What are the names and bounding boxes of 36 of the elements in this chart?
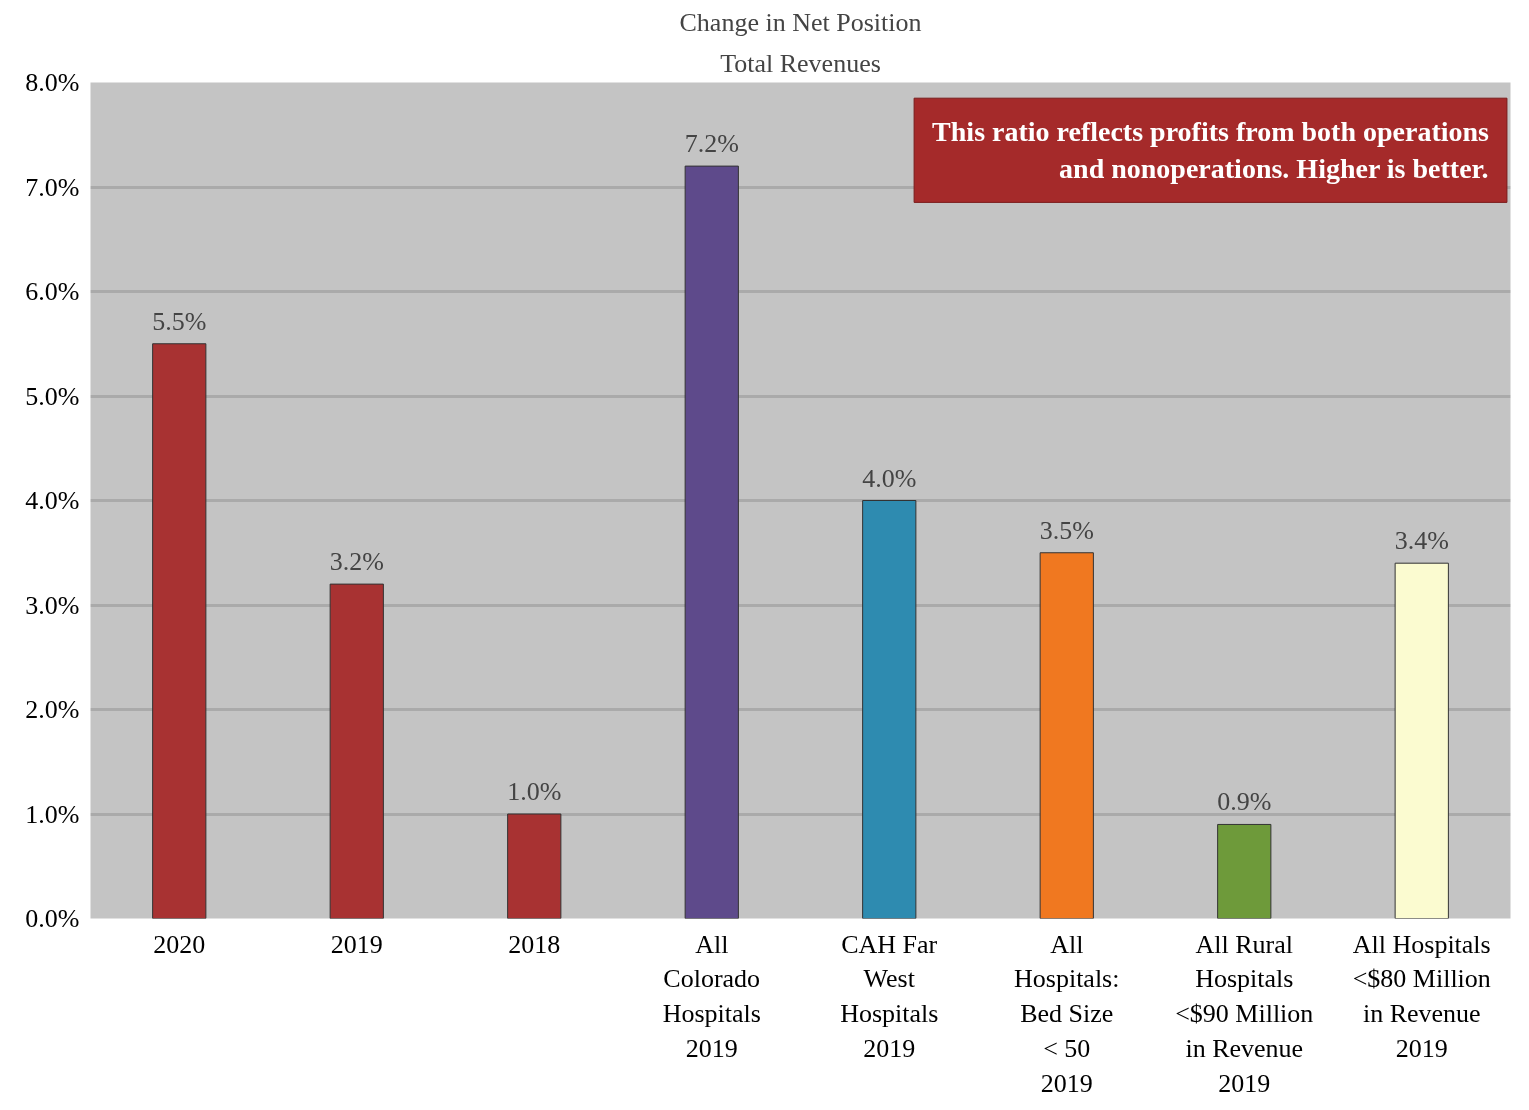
- data-label: 7.2%: [684, 129, 739, 159]
- x-tick-label: All Rural Hospitals <$90 Million in Revenue 2019: [1175, 929, 1314, 1098]
- data-label: 3.4%: [1394, 526, 1449, 556]
- y-tick-label: 4.0%: [25, 486, 80, 515]
- chart-subtitle: Total Revenues: [720, 48, 881, 78]
- bar: [1039, 552, 1094, 919]
- x-tick-label: 2018: [508, 929, 561, 959]
- annotation: This ratio reflects profits from both operations and nonoperations. Higher is better.: [932, 116, 1490, 185]
- y-tick-label: 8.0%: [25, 68, 80, 97]
- x-tick-label: All Hospitals: Bed Size < 50 2019: [1014, 929, 1120, 1098]
- y-tick-label: 0.0%: [25, 904, 80, 933]
- x-tick-label: All Hospitals <$80 Million in Revenue 2019: [1352, 929, 1491, 1063]
- bar: [1217, 823, 1272, 919]
- x-tick-label: CAH Far West Hospitals 2019: [840, 929, 939, 1063]
- y-tick-label: 7.0%: [25, 172, 80, 202]
- data-label: 3.5%: [1039, 515, 1094, 545]
- y-tick-label: 2.0%: [25, 695, 80, 724]
- data-label: 5.5%: [152, 306, 207, 336]
- y-tick-label: 6.0%: [25, 277, 80, 306]
- chart-title: Change in Net Position: [679, 7, 922, 37]
- x-tick-label: All Colorado Hospitals 2019: [662, 929, 761, 1063]
- data-label: 3.2%: [329, 547, 384, 577]
- x-tick-label: 2020: [153, 929, 206, 959]
- bar: [507, 813, 562, 919]
- bar: [152, 343, 207, 919]
- y-tick-label: 5.0%: [25, 381, 80, 411]
- data-label: 0.9%: [1217, 787, 1272, 817]
- bar: [1394, 562, 1449, 919]
- bar: [684, 165, 739, 919]
- bar: [329, 583, 384, 919]
- y-tick-label: 3.0%: [25, 590, 80, 620]
- x-tick-label: 2019: [330, 929, 383, 959]
- bar: [862, 500, 917, 919]
- y-tick-label: 1.0%: [25, 799, 80, 829]
- data-label: 1.0%: [507, 777, 562, 806]
- data-label: 4.0%: [862, 463, 917, 493]
